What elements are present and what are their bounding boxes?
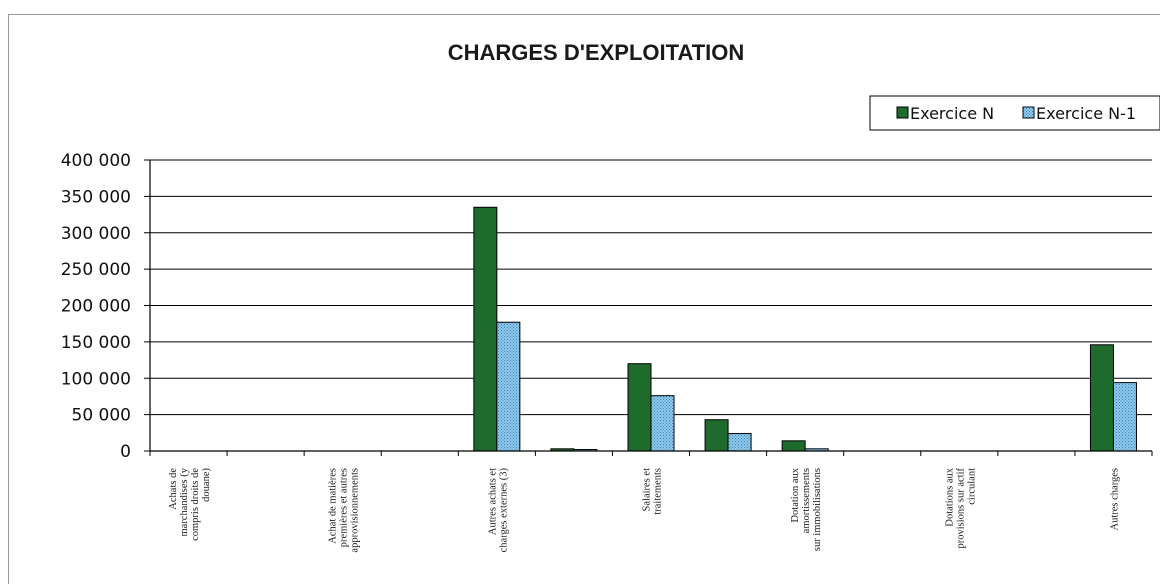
x-tick-label: Achats de marchandises (y compris droits d… (168, 467, 212, 541)
x-tick-label-line: circulant (966, 468, 977, 505)
chart-frame (8, 14, 1160, 584)
y-tick-label: 250 000 (61, 260, 131, 280)
x-tick-label-line: premières et autres (339, 468, 350, 547)
x-tick-label-line: Dotations aux (944, 467, 955, 526)
x-tick-label: Autres achats et charges externes (3) (487, 468, 509, 553)
y-tick-label: 300 000 (61, 224, 131, 244)
x-tick-label-line: douane) (201, 468, 212, 502)
y-tick-label: 50 000 (72, 406, 131, 426)
bars (473, 206, 1137, 452)
bar-exercice-n-1 (496, 321, 521, 452)
bar-exercice-n-1 (727, 433, 752, 452)
x-tick-label: Salaires et traitements (642, 468, 664, 515)
x-tick-label: Dotations aux provisions sur actif circula… (944, 467, 977, 548)
x-tick-label: Dotation aux amortissements sur immobilisa… (790, 467, 823, 551)
y-tick-label: 400 000 (61, 151, 131, 171)
y-tick-label: 150 000 (61, 333, 131, 353)
bar-exercice-n (627, 363, 652, 452)
y-tick-label: 0 (120, 442, 131, 462)
x-tick-label: Achat de matières premières et autres appr… (328, 468, 361, 553)
legend-label-exercice-n: Exercice N (910, 104, 994, 123)
chart-title: CHARGES D'EXPLOITATION (448, 40, 745, 65)
x-tick-label-line: charges externes (3) (498, 468, 509, 553)
bar-exercice-n (781, 440, 806, 452)
x-tick-label-line: amortissements (801, 468, 812, 533)
bar-exercice-n-1 (650, 395, 675, 452)
x-tick-label-line: Autres achats et (487, 468, 498, 535)
y-axis: 0 50 000 100 000 150 000 200 000 250 000 300 0… (61, 151, 150, 462)
bar-exercice-n (704, 419, 729, 452)
x-tick-label-line: traitements (653, 468, 664, 515)
x-tick-label-line: Dotation aux (790, 467, 801, 522)
x-tick-label-line: Achats de (168, 468, 179, 510)
x-tick-label-line: sur immobilisations (812, 468, 823, 551)
x-tick-label-line: provisions sur actif (955, 468, 966, 549)
x-tick-label-line: marchandises (y (179, 467, 190, 536)
bar-exercice-n (473, 206, 498, 452)
x-tick-label-line: compris droits de (190, 468, 201, 541)
x-tick-label-line: Autres charges (1109, 468, 1120, 531)
axes (149, 160, 1153, 456)
x-tick-label-line: Salaires et (642, 468, 653, 512)
x-tick-label-line: Achat de matières (328, 468, 339, 544)
legend: Exercice N Exercice N-1 (869, 95, 1160, 131)
y-tick-label: 200 000 (61, 297, 131, 317)
bar-exercice-n-1 (1112, 382, 1137, 452)
x-tick-label-line: approvisionnements (350, 468, 361, 553)
legend-box (869, 95, 1160, 131)
legend-swatch-exercice-n (896, 106, 909, 119)
y-tick-label: 100 000 (61, 369, 131, 389)
legend-label-exercice-n-1: Exercice N-1 (1036, 104, 1136, 123)
bar-exercice-n (1089, 344, 1114, 452)
legend-swatch-exercice-n-1 (1022, 106, 1035, 119)
y-tick-label: 350 000 (61, 187, 131, 207)
x-axis: Achats de marchandises (y compris droits d… (168, 467, 1120, 552)
x-tick-label: Autres charges (1109, 468, 1120, 531)
